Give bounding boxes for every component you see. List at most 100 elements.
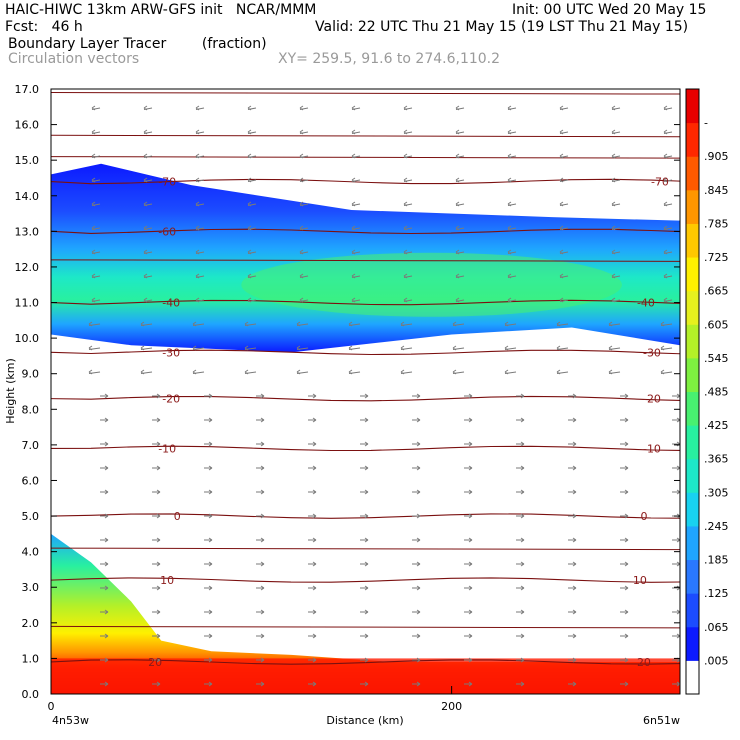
vector-arrow — [507, 129, 517, 135]
y-tick-label: 5.0 — [22, 510, 40, 523]
vector-arrow — [672, 537, 680, 543]
vector-arrow — [663, 201, 673, 207]
vector-arrow — [204, 489, 213, 495]
vector-head — [260, 585, 265, 591]
colorbar-label: .485 — [704, 386, 729, 399]
vector-arrow — [308, 513, 317, 519]
vector-head — [468, 537, 473, 543]
vector-head — [624, 489, 629, 495]
vector-head — [455, 105, 460, 111]
vector-arrow — [296, 369, 309, 375]
vector-head — [364, 657, 369, 663]
y-tick-label: 14.0 — [15, 190, 40, 203]
vector-arrow — [403, 273, 413, 279]
contour-label: -40 — [637, 297, 655, 310]
vector-arrow — [464, 609, 473, 615]
colorbar-swatch — [686, 593, 699, 628]
vector-head — [104, 657, 109, 663]
vector-head — [348, 345, 353, 351]
vector-head — [156, 417, 161, 423]
vector-head — [611, 177, 616, 183]
vector-arrow — [308, 465, 317, 471]
vector-arrow — [360, 465, 369, 471]
vector-arrow — [568, 657, 577, 663]
vector-head — [104, 609, 109, 615]
contour-label: 20 — [637, 656, 651, 669]
vector-head — [312, 441, 317, 447]
colorbar-label: .245 — [704, 520, 729, 533]
vector-arrow — [455, 297, 465, 303]
vector-arrow — [403, 105, 413, 111]
vector-head — [260, 633, 265, 639]
temperature-contour — [51, 134, 680, 138]
vector-arrow — [516, 609, 525, 615]
vector-arrow — [507, 177, 517, 183]
vector-head — [312, 657, 317, 663]
vector-arrow — [452, 345, 465, 351]
vector-arrow — [91, 105, 101, 111]
vector-head — [611, 249, 616, 255]
vector-arrow — [672, 417, 680, 423]
y-tick-label: 8.0 — [22, 403, 40, 416]
vector-head — [104, 489, 109, 495]
vector-arrow — [351, 249, 361, 255]
vector-arrow — [91, 249, 101, 255]
vector-arrow — [516, 633, 525, 639]
vector-head — [260, 417, 265, 423]
vector-arrow — [611, 297, 621, 303]
vector-arrow — [403, 297, 413, 303]
contour-label: -20 — [643, 393, 661, 406]
vector-head — [143, 297, 148, 303]
vector-arrow — [455, 249, 465, 255]
vector-head — [299, 249, 304, 255]
vector-head — [260, 681, 265, 687]
vector-arrow — [244, 369, 257, 375]
vector-head — [143, 273, 148, 279]
vector-head — [507, 297, 512, 303]
vector-arrow — [464, 513, 473, 519]
x-tick-label: 0 — [48, 700, 55, 713]
vector-arrow — [516, 537, 525, 543]
vector-arrow — [556, 345, 569, 351]
vector-arrow — [507, 273, 517, 279]
vector-arrow — [663, 177, 673, 183]
vector-arrow — [504, 369, 517, 375]
vector-head — [504, 321, 509, 327]
vector-arrow — [504, 345, 517, 351]
vector-arrow — [204, 585, 213, 591]
vector-head — [608, 369, 613, 375]
vector-arrow — [360, 441, 369, 447]
vector-arrow — [143, 201, 153, 207]
vector-arrow — [672, 609, 680, 615]
vector-head — [624, 609, 629, 615]
colorbar-swatch — [686, 559, 699, 594]
x-tick-label: 200 — [441, 700, 462, 713]
vector-head — [468, 393, 473, 399]
vector-arrow — [204, 465, 213, 471]
colorbar-label: .545 — [704, 352, 729, 365]
vector-head — [403, 153, 408, 159]
vector-arrow — [308, 489, 317, 495]
vector-head — [416, 417, 421, 423]
vector-arrow — [568, 681, 577, 687]
vector-head — [312, 465, 317, 471]
vector-arrow — [195, 153, 205, 159]
vector-arrow — [360, 561, 369, 567]
vector-head — [91, 177, 96, 183]
vector-head — [143, 129, 148, 135]
vector-arrow — [100, 585, 109, 591]
vector-head — [455, 129, 460, 135]
vector-head — [299, 273, 304, 279]
vector-arrow — [663, 249, 673, 255]
vector-head — [208, 417, 213, 423]
colorbar-label: .605 — [704, 318, 729, 331]
colorbar-label: .905 — [704, 150, 729, 163]
vector-arrow — [100, 561, 109, 567]
contour-labels: -70 -60 -40 -30 -20 -10 0 10 20 -70 -40 -30 -20 -10 0 1… — [148, 176, 669, 669]
vector-arrow — [152, 417, 161, 423]
vector-arrow — [672, 441, 680, 447]
vector-head — [468, 633, 473, 639]
vector-arrow — [556, 369, 569, 375]
vector-arrow — [247, 177, 257, 183]
vector-head — [91, 297, 96, 303]
